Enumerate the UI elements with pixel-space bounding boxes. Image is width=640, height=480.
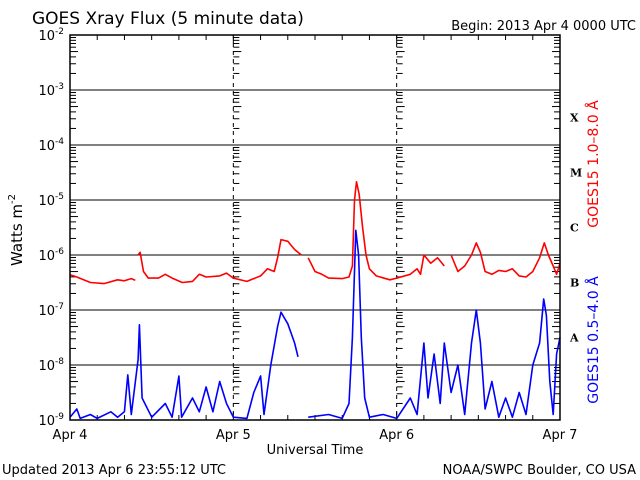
credit-label: NOAA/SWPC Boulder, CO USA xyxy=(443,463,636,478)
x-axis-label: Universal Time xyxy=(267,443,364,458)
y-tick-exponent: -4 xyxy=(55,137,64,147)
y-tick-base: 10 xyxy=(38,29,55,44)
series-line-long xyxy=(307,181,445,281)
x-tick-label: Apr 6 xyxy=(379,428,414,443)
y-tick-base: 10 xyxy=(38,139,55,154)
y-tick-labels: 10-210-310-410-510-610-710-810-9 xyxy=(38,27,64,429)
begin-label: Begin: 2013 Apr 4 0000 UTC xyxy=(451,19,636,34)
y-tick-base: 10 xyxy=(38,84,55,99)
y-tick-exponent: -9 xyxy=(55,412,64,422)
y-tick-base: 10 xyxy=(38,194,55,209)
flare-class-labels: X M C B A xyxy=(569,112,582,345)
y-tick-exponent: -8 xyxy=(55,357,64,367)
x-tick-label: Apr 7 xyxy=(543,428,578,443)
plot-frame xyxy=(69,34,561,421)
y-tick-label: 10-9 xyxy=(38,412,64,429)
series-line-long xyxy=(69,274,136,285)
y-tick-exponent: -3 xyxy=(55,82,64,92)
updated-timestamp: Updated 2013 Apr 6 23:55:12 UTC xyxy=(2,463,226,478)
y-tick-label: 10-7 xyxy=(38,302,64,319)
y-tick-exponent: -7 xyxy=(55,302,64,312)
y-tick-label: 10-8 xyxy=(38,357,64,374)
y-tick-base: 10 xyxy=(38,304,55,319)
axis-ticks xyxy=(69,35,561,420)
chart-title: GOES Xray Flux (5 minute data) xyxy=(32,9,304,29)
flare-class-A: A xyxy=(569,332,579,345)
y-tick-base: 10 xyxy=(38,414,55,429)
series-line-long xyxy=(137,238,302,284)
flare-class-C: C xyxy=(570,222,579,235)
y-tick-label: 10-4 xyxy=(38,137,64,154)
y-tick-exponent: -2 xyxy=(55,27,64,37)
legend-long-channel: GOES15 1.0–8.0 Å xyxy=(585,100,602,228)
y-tick-exponent: -5 xyxy=(55,192,64,202)
y-axis-label: Watts m-2 xyxy=(7,194,26,266)
y-tick-label: 10-2 xyxy=(38,27,64,44)
x-tick-labels: Apr 4 Apr 5 Apr 6 Apr 7 xyxy=(53,428,578,443)
grid xyxy=(70,34,560,421)
y-tick-base: 10 xyxy=(38,359,55,374)
series-line-long xyxy=(450,242,561,278)
y-tick-label: 10-5 xyxy=(38,192,64,209)
flare-class-M: M xyxy=(570,167,582,180)
series-line-short xyxy=(69,311,299,420)
x-tick-label: Apr 5 xyxy=(216,428,251,443)
series-group xyxy=(69,181,561,420)
flare-class-B: B xyxy=(570,277,579,290)
flare-class-X: X xyxy=(570,112,579,125)
y-axis-label-exponent: -2 xyxy=(7,194,18,204)
y-tick-base: 10 xyxy=(38,249,55,264)
legend-short-channel: GOES15 0.5–4.0 Å xyxy=(585,276,602,404)
y-tick-label: 10-3 xyxy=(38,82,64,99)
y-tick-exponent: -6 xyxy=(55,247,64,257)
y-tick-label: 10-6 xyxy=(38,247,64,264)
series-line-short xyxy=(308,229,561,420)
y-axis-label-text: Watts m xyxy=(8,204,26,266)
x-tick-label: Apr 4 xyxy=(53,428,88,443)
